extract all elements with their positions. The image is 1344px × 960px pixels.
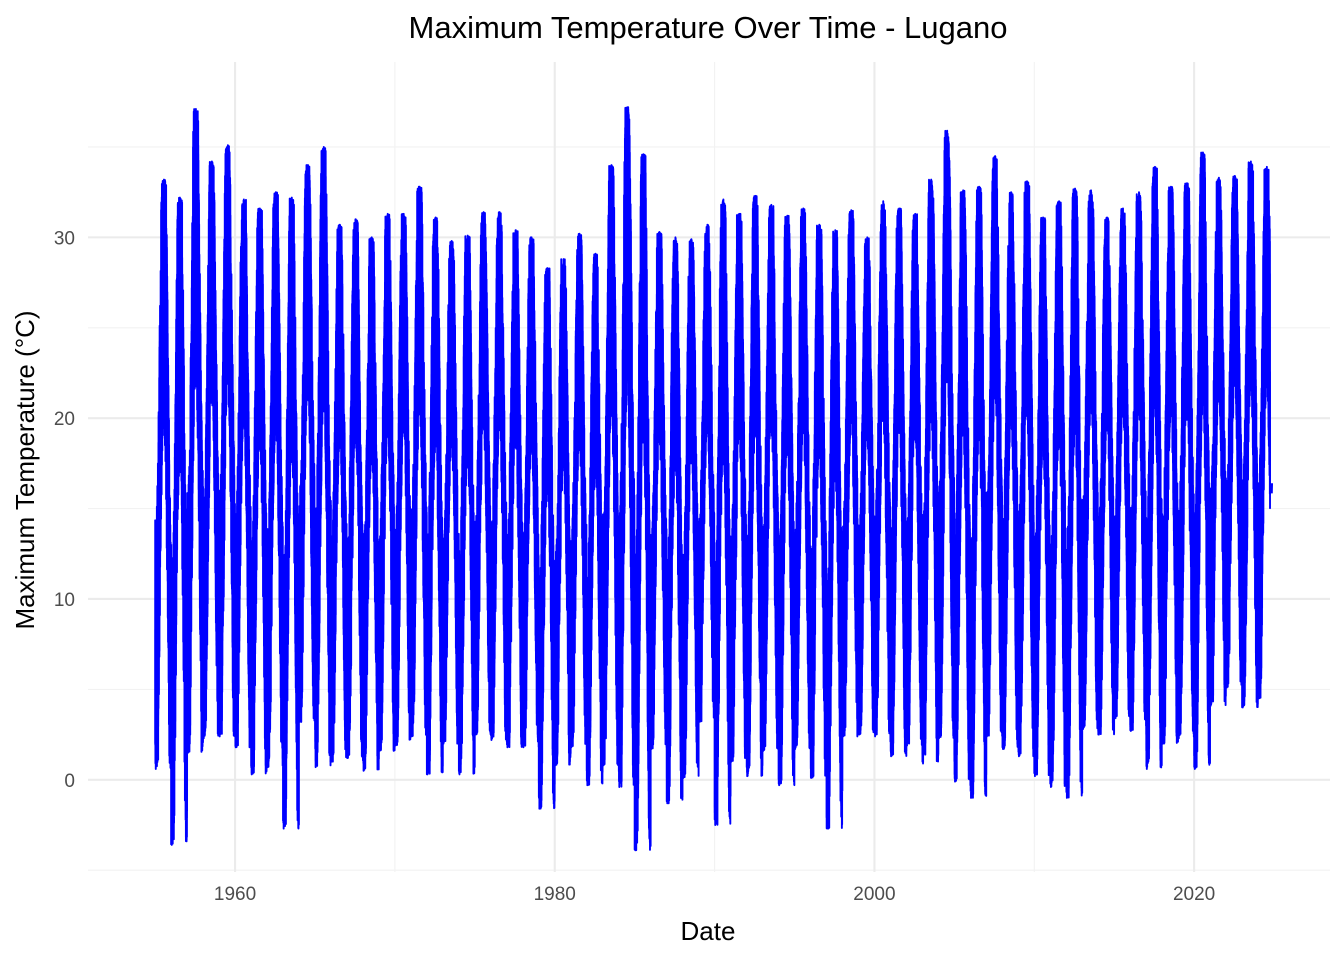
y-tick-label: 30: [54, 228, 75, 249]
x-tick-label: 2000: [853, 884, 895, 905]
tick-labels: 1960 1980 2000 2020 0 10 20 30: [54, 228, 1215, 905]
temperature-series-line: [154, 106, 1271, 852]
y-tick-label: 20: [54, 409, 75, 430]
x-tick-label: 1980: [534, 884, 576, 905]
temperature-series-tail: [1269, 483, 1274, 494]
y-tick-label: 0: [64, 771, 75, 792]
x-tick-label: 1960: [214, 884, 256, 905]
x-axis-title: Date: [681, 916, 736, 946]
series-layer: [154, 106, 1274, 852]
y-tick-label: 10: [54, 590, 75, 611]
chart-title: Maximum Temperature Over Time - Lugano: [409, 10, 1008, 45]
y-axis-title: Maximum Temperature (°C): [10, 310, 40, 629]
x-tick-label: 2020: [1173, 884, 1215, 905]
